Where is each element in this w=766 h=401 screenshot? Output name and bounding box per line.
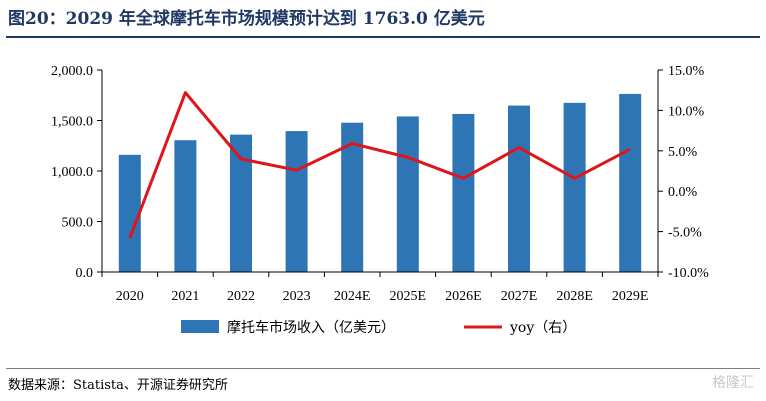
- left-tick-label: 0.0: [76, 266, 94, 281]
- bar-2029E: [619, 93, 642, 272]
- title-divider: [6, 36, 760, 38]
- bar-2024E: [341, 122, 364, 272]
- bar-2026E: [452, 113, 475, 272]
- left-tick-label: 2,000.0: [51, 64, 93, 79]
- bar-2023: [285, 131, 308, 272]
- x-tick-label: 2025E: [390, 289, 427, 304]
- bar-2028E: [563, 102, 586, 272]
- legend-line-label: yoy（右）: [509, 320, 576, 336]
- x-tick-label: 2028E: [556, 289, 593, 304]
- x-tick-label: 2021: [171, 289, 199, 304]
- left-tick-label: 500.0: [62, 216, 94, 231]
- right-tick-label: 10.0%: [668, 104, 705, 119]
- yoy-line: [128, 91, 631, 239]
- watermark-logo: 格隆汇: [712, 375, 754, 391]
- right-tick-label: -5.0%: [668, 226, 702, 241]
- chart-title: 图20：2029 年全球摩托车市场规模预计达到 1763.0 亿美元: [8, 9, 485, 29]
- right-tick-label: 0.0%: [668, 185, 698, 200]
- right-tick-label: 15.0%: [668, 64, 705, 79]
- legend-bar-swatch: [181, 320, 219, 333]
- x-tick-label: 2023: [283, 289, 311, 304]
- x-tick-label: 2022: [227, 289, 255, 304]
- legend-bar-label: 摩托车市场收入（亿美元）: [227, 319, 395, 336]
- bar-2025E: [396, 116, 419, 273]
- left-tick-label: 1,500.0: [51, 115, 93, 130]
- bar-2021: [174, 140, 197, 272]
- x-tick-label: 2020: [116, 289, 144, 304]
- bar-2027E: [508, 105, 530, 272]
- x-tick-label: 2029E: [612, 289, 649, 304]
- right-tick-label: 5.0%: [668, 145, 698, 160]
- yoy-line-series: [128, 91, 631, 239]
- source-divider: [6, 368, 760, 369]
- x-tick-label: 2024E: [334, 289, 371, 304]
- bar-series: [118, 93, 642, 273]
- bar-2022: [230, 134, 252, 272]
- chart: 0.0 500.0 1,000.0 1,500.0 2,000.0 -10.0% -5.0%…: [51, 64, 709, 336]
- bar-2020: [118, 154, 141, 272]
- left-tick-label: 1,000.0: [51, 165, 93, 180]
- x-tick-label: 2026E: [445, 289, 482, 304]
- axes: 0.0 500.0 1,000.0 1,500.0 2,000.0 -10.0% -5.0%…: [51, 64, 709, 304]
- right-tick-label: -10.0%: [668, 266, 709, 281]
- x-tick-label: 2027E: [501, 289, 538, 304]
- source-note: 数据来源：Statista、开源证券研究所: [8, 378, 228, 393]
- legend: 摩托车市场收入（亿美元） yoy（右）: [181, 319, 576, 336]
